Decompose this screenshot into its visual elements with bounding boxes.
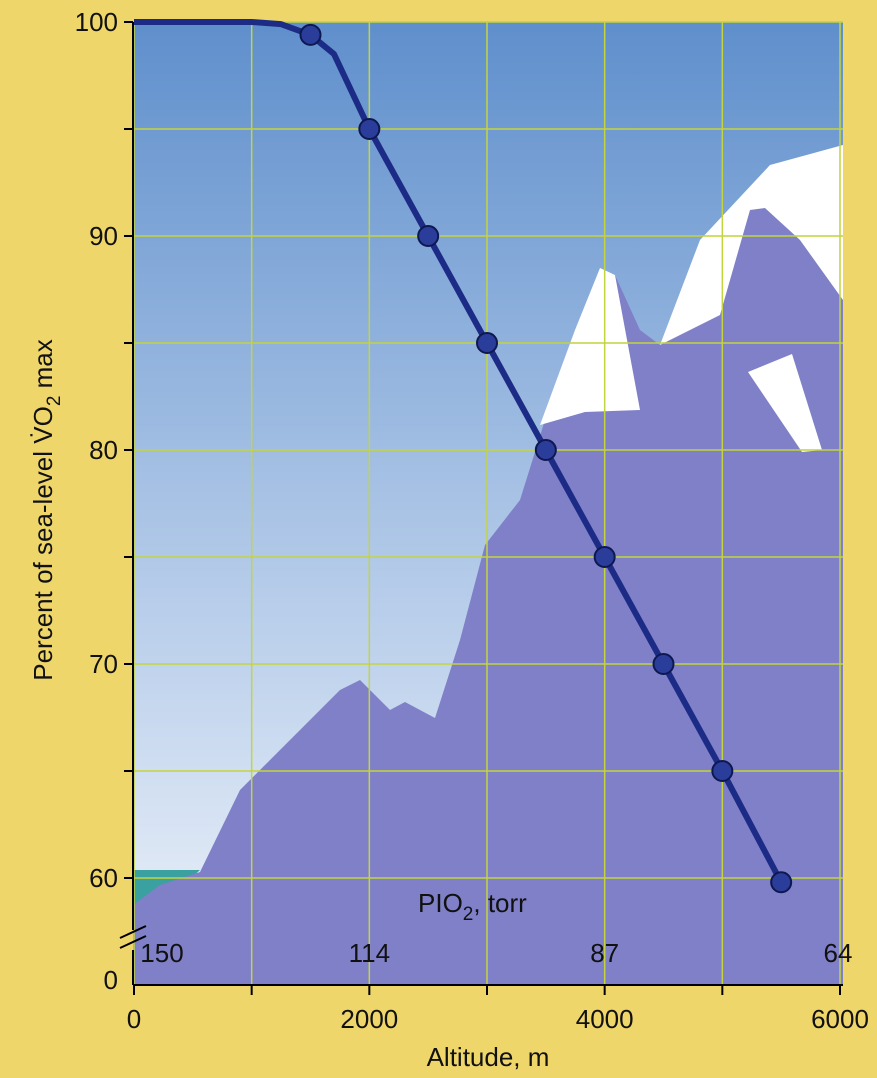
x-tick-label: 6000 bbox=[811, 1004, 869, 1034]
pio2-label: 150 bbox=[140, 938, 183, 968]
data-point bbox=[536, 440, 556, 460]
data-point bbox=[771, 872, 791, 892]
y-tick-label: 80 bbox=[89, 435, 118, 465]
x-tick-label: 0 bbox=[127, 1004, 141, 1034]
data-point bbox=[712, 761, 732, 781]
y-tick-label: 90 bbox=[89, 221, 118, 251]
y-break-label: 0 bbox=[104, 965, 118, 995]
y-tick-label: 70 bbox=[89, 649, 118, 679]
pio2-label: 114 bbox=[349, 938, 390, 968]
data-point bbox=[418, 226, 438, 246]
data-point bbox=[359, 119, 379, 139]
y-tick-label: 60 bbox=[89, 863, 118, 893]
x-tick-label: 2000 bbox=[340, 1004, 398, 1034]
data-point bbox=[654, 654, 674, 674]
x-axis-title: Altitude, m bbox=[427, 1042, 550, 1072]
x-tick-label: 4000 bbox=[576, 1004, 634, 1034]
data-point bbox=[595, 547, 615, 567]
chart: Percent of sea-level V̇O2 max Altitude, … bbox=[0, 0, 877, 1078]
y-tick-label: 100 bbox=[75, 7, 118, 37]
pio2-label: 64 bbox=[824, 938, 853, 968]
data-point bbox=[301, 25, 321, 45]
data-point bbox=[477, 333, 497, 353]
pio2-label: 87 bbox=[590, 938, 619, 968]
